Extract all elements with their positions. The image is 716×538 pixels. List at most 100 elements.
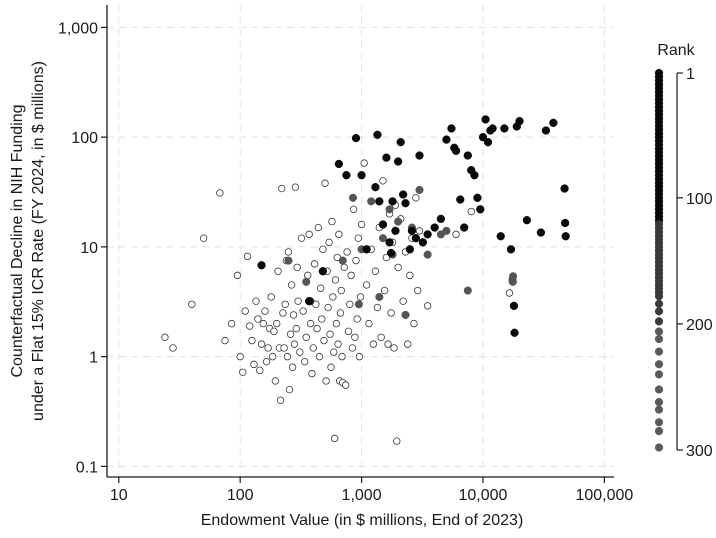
data-point xyxy=(346,300,354,308)
data-point xyxy=(221,336,229,345)
data-point xyxy=(334,159,344,169)
data-point xyxy=(261,307,269,315)
x-tick-label: 1,000 xyxy=(342,487,382,504)
data-point xyxy=(288,363,297,371)
data-point xyxy=(393,157,403,166)
legend-rank-dot xyxy=(654,307,664,316)
data-point xyxy=(406,271,414,280)
data-point xyxy=(268,352,277,361)
data-point xyxy=(375,197,384,206)
data-point xyxy=(330,434,339,443)
data-point xyxy=(287,281,296,289)
data-point xyxy=(349,205,358,214)
data-point xyxy=(410,319,418,328)
legend-rank-dot xyxy=(654,426,664,436)
data-point xyxy=(334,340,342,348)
data-point xyxy=(161,333,169,341)
data-point xyxy=(442,135,451,144)
data-point xyxy=(332,319,341,328)
data-point xyxy=(337,286,345,295)
data-point xyxy=(371,183,380,192)
data-point xyxy=(407,226,417,235)
data-point xyxy=(506,245,516,254)
data-point xyxy=(351,133,361,143)
y-axis-title-line: under a Flat 15% ICR Rate (FY 2024, in $… xyxy=(30,61,47,421)
data-point xyxy=(418,238,428,247)
data-point xyxy=(342,171,351,180)
data-point xyxy=(451,146,461,156)
data-point xyxy=(347,271,355,280)
data-point xyxy=(365,319,373,328)
legend-rank-dot xyxy=(654,405,664,414)
y-axis-title-line: Counterfactual Decline in NIH Funding xyxy=(9,104,26,377)
data-point xyxy=(286,330,295,338)
data-point xyxy=(304,271,312,280)
data-point xyxy=(423,230,432,239)
data-point xyxy=(314,223,322,232)
data-point xyxy=(369,340,378,348)
data-point xyxy=(483,138,493,147)
data-point xyxy=(394,263,402,272)
data-point xyxy=(415,151,424,160)
data-point xyxy=(488,124,497,133)
data-point xyxy=(423,302,432,310)
legend-tick-label: 200 xyxy=(686,317,713,334)
data-point xyxy=(442,226,451,235)
data-point xyxy=(414,286,422,295)
data-point xyxy=(292,324,301,333)
data-point xyxy=(355,352,364,361)
data-point xyxy=(536,228,546,237)
legend-rank-dot xyxy=(654,292,664,301)
data-point xyxy=(377,333,385,341)
data-point xyxy=(509,301,519,311)
data-point xyxy=(510,328,519,337)
data-point xyxy=(327,363,335,371)
y-tick-label: 100 xyxy=(71,130,98,147)
data-point xyxy=(302,277,311,286)
data-point xyxy=(293,263,301,272)
data-point xyxy=(305,297,314,306)
data-point xyxy=(321,179,329,187)
data-point xyxy=(257,261,266,270)
data-point xyxy=(169,344,177,352)
data-point xyxy=(348,344,357,352)
data-point xyxy=(273,319,281,328)
data-point xyxy=(390,344,398,352)
data-point xyxy=(561,232,570,241)
data-point xyxy=(336,309,345,317)
data-points xyxy=(161,115,570,445)
x-axis-title: Endowment Value (in $ millions, End of 2… xyxy=(201,512,524,529)
data-point xyxy=(509,272,518,281)
legend-rank-dot xyxy=(654,317,664,326)
legend-rank-dot xyxy=(654,360,664,369)
data-point xyxy=(353,315,361,323)
data-point xyxy=(274,267,282,275)
data-point xyxy=(284,248,293,256)
data-point xyxy=(340,263,348,272)
data-point xyxy=(318,315,326,323)
data-point xyxy=(227,319,236,328)
data-point xyxy=(330,348,338,356)
data-point xyxy=(357,220,366,229)
data-point xyxy=(375,292,384,301)
data-point xyxy=(394,217,403,226)
data-point xyxy=(246,322,254,330)
data-point xyxy=(338,256,347,265)
data-point xyxy=(236,352,244,361)
legend-rank-dot xyxy=(654,370,664,379)
data-point xyxy=(463,286,472,295)
data-point xyxy=(463,151,472,160)
data-point xyxy=(315,352,324,361)
x-tick-label: 10 xyxy=(110,487,128,504)
data-point xyxy=(294,297,302,305)
data-point xyxy=(393,437,401,445)
data-point xyxy=(338,352,346,361)
data-point xyxy=(262,357,271,366)
legend-rank-dot xyxy=(654,443,664,452)
data-point xyxy=(318,267,328,276)
legend-tick-label: 100 xyxy=(686,191,713,208)
data-point xyxy=(391,226,400,235)
data-point xyxy=(354,234,363,242)
data-point xyxy=(256,366,264,375)
